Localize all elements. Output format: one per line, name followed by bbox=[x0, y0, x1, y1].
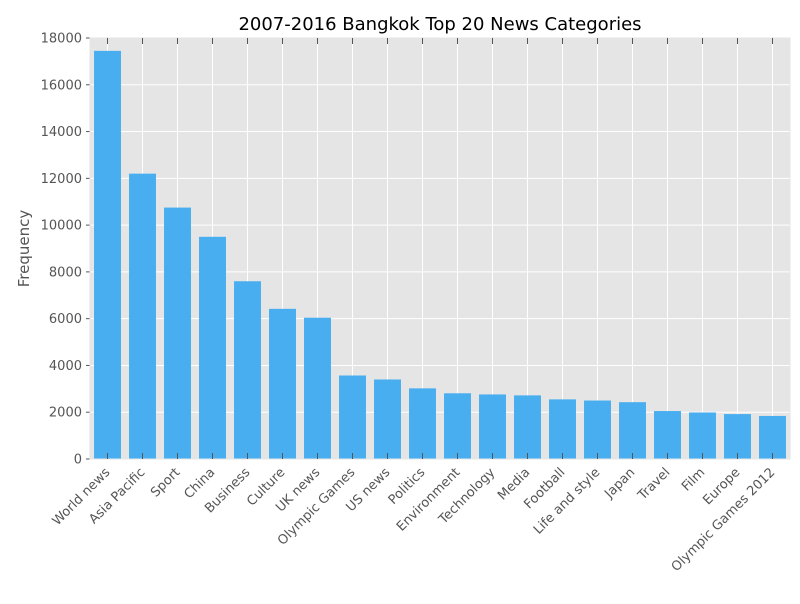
y-tick-label: 4000 bbox=[49, 359, 82, 374]
plot-border bbox=[89, 37, 791, 460]
x-tick-label: Film bbox=[679, 465, 708, 494]
bar bbox=[129, 173, 156, 459]
bar bbox=[689, 412, 716, 459]
y-tick-label: 16000 bbox=[41, 78, 82, 93]
y-tick-label: 10000 bbox=[41, 219, 82, 234]
y-tick-label: 14000 bbox=[41, 125, 82, 140]
bar bbox=[549, 399, 576, 459]
y-tick-label: 18000 bbox=[41, 32, 82, 47]
bar bbox=[374, 379, 401, 459]
bar bbox=[514, 395, 541, 459]
x-tick-label: Sport bbox=[148, 465, 183, 500]
y-tick-label: 6000 bbox=[49, 312, 82, 327]
bar bbox=[304, 317, 331, 459]
x-tick-label: Japan bbox=[601, 465, 638, 502]
bar bbox=[724, 414, 751, 459]
plot-background bbox=[90, 38, 790, 459]
y-tick-label: 0 bbox=[74, 453, 82, 468]
bar bbox=[654, 411, 681, 459]
bar bbox=[234, 281, 261, 459]
bar bbox=[269, 308, 296, 459]
bar bbox=[199, 236, 226, 459]
bar bbox=[759, 415, 786, 459]
bar bbox=[584, 400, 611, 459]
y-axis-label: Frequency bbox=[15, 210, 33, 288]
y-axis-ticks: 0 2000 4000 6000 8000 10000 12000 14000 16000 180… bbox=[41, 32, 791, 468]
x-tick-label: Travel bbox=[635, 465, 674, 504]
chart-title: 2007-2016 Bangkok Top 20 News Categories bbox=[238, 14, 641, 35]
bar bbox=[164, 207, 191, 459]
bar bbox=[409, 388, 436, 459]
bars bbox=[94, 50, 786, 459]
bar bbox=[479, 394, 506, 459]
bar bbox=[94, 50, 121, 459]
bar bbox=[619, 402, 646, 459]
bar bbox=[339, 375, 366, 459]
bar bbox=[444, 393, 471, 459]
y-tick-label: 12000 bbox=[41, 172, 82, 187]
y-tick-label: 8000 bbox=[49, 265, 82, 280]
y-tick-label: 2000 bbox=[49, 406, 82, 421]
